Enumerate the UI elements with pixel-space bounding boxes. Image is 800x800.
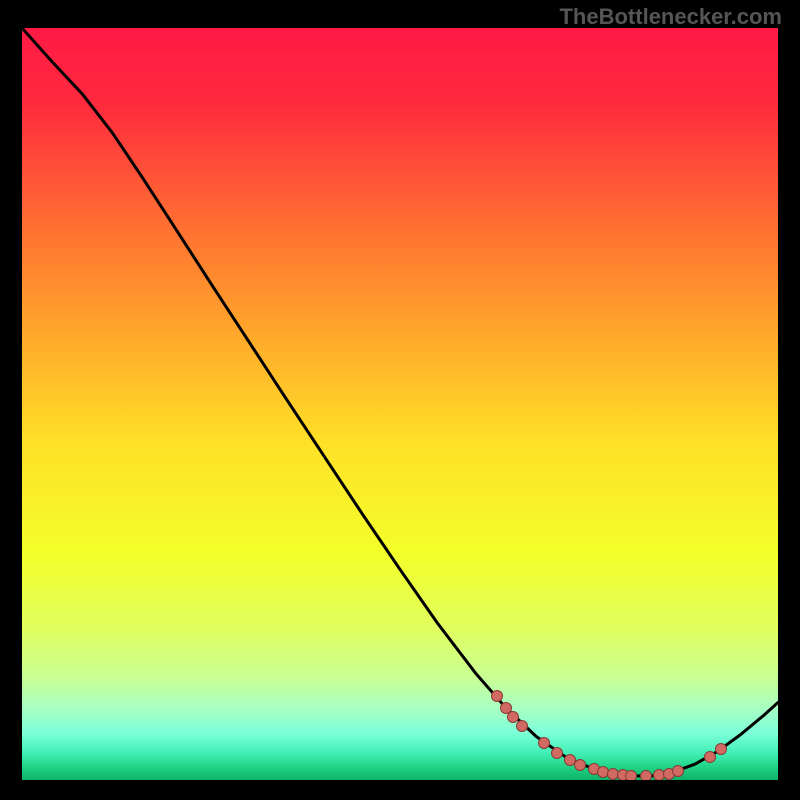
data-marker bbox=[672, 765, 684, 777]
curve-svg bbox=[22, 28, 778, 780]
data-marker bbox=[625, 770, 637, 780]
data-marker bbox=[640, 770, 652, 780]
watermark-text: TheBottlenecker.com bbox=[559, 4, 782, 30]
data-marker bbox=[715, 743, 727, 755]
bottleneck-curve bbox=[22, 28, 778, 776]
data-marker bbox=[574, 759, 586, 771]
data-marker bbox=[551, 747, 563, 759]
plot-area bbox=[22, 28, 778, 780]
data-marker bbox=[704, 751, 716, 763]
chart-container: { "watermark": { "text": "TheBottlenecke… bbox=[0, 0, 800, 800]
data-marker bbox=[516, 720, 528, 732]
data-marker bbox=[491, 690, 503, 702]
data-marker bbox=[538, 737, 550, 749]
